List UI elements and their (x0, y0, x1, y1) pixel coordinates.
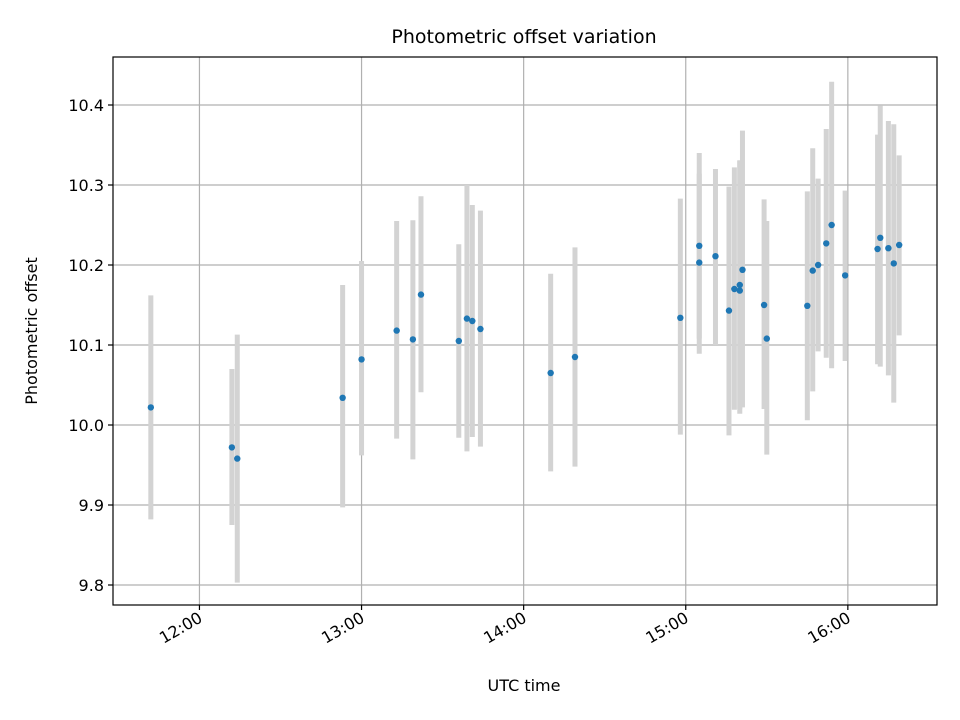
x-axis-label: UTC time (488, 676, 561, 695)
data-point (234, 455, 241, 462)
data-point (877, 234, 884, 241)
data-point (890, 260, 897, 267)
data-points (147, 221, 903, 462)
data-point (393, 327, 400, 334)
data-point (731, 285, 738, 293)
data-point (547, 369, 554, 377)
data-point (828, 221, 835, 229)
data-point (477, 325, 484, 333)
data-point (417, 291, 425, 298)
y-tick-label: 10.4 (68, 96, 104, 115)
y-tick-label: 10.3 (68, 176, 104, 195)
data-point (455, 337, 463, 345)
data-point (228, 444, 236, 451)
data-point (736, 281, 743, 289)
data-point (696, 259, 703, 266)
data-point (895, 241, 903, 249)
y-axis-ticks: 9.8 9.9 10.0 10.1 10.2 10.3 10.4 (68, 96, 113, 595)
plot-area-frame (112, 56, 938, 606)
data-point (814, 261, 822, 269)
y-tick-label: 10.0 (68, 416, 104, 435)
y-axis-label: Photometric offset (22, 257, 41, 405)
data-point (358, 356, 365, 363)
chart-title: Photometric offset variation (391, 26, 656, 48)
data-point (763, 335, 770, 342)
data-point (739, 266, 746, 273)
data-point (469, 317, 476, 325)
data-point (804, 302, 811, 309)
data-point (874, 245, 881, 253)
y-tick-label: 10.2 (68, 256, 104, 275)
data-point (712, 253, 719, 260)
data-point (823, 240, 830, 247)
data-point (736, 287, 743, 294)
y-tick-label: 9.8 (79, 576, 104, 595)
data-point (809, 267, 816, 274)
data-point (463, 315, 471, 322)
y-tick-label: 9.9 (79, 496, 104, 515)
data-point (725, 307, 733, 314)
data-point (147, 404, 155, 411)
data-point (760, 301, 768, 309)
data-point (696, 242, 703, 249)
data-point (339, 394, 346, 401)
data-point (885, 245, 892, 252)
data-point (841, 272, 849, 279)
y-tick-label: 10.1 (68, 336, 104, 355)
data-point (571, 353, 579, 361)
data-point (409, 336, 417, 343)
data-point (677, 314, 684, 321)
